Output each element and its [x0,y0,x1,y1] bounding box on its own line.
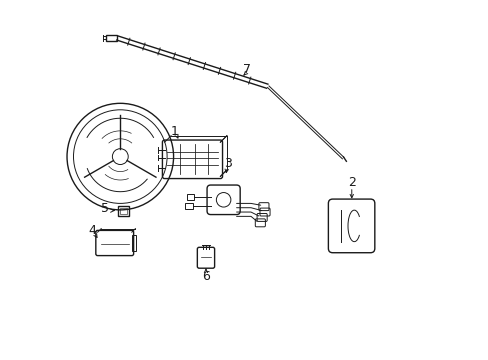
Text: 6: 6 [202,270,209,283]
Text: 5: 5 [101,202,109,215]
Text: 3: 3 [223,157,231,170]
Bar [132,235,136,251]
Bar [106,35,117,41]
Text: 4: 4 [88,224,96,237]
Bar [185,203,193,209]
Text: 2: 2 [347,176,355,189]
Text: 7: 7 [243,63,251,76]
Text: 1: 1 [170,125,178,138]
Bar [186,194,194,200]
Bar [120,208,127,214]
Bar [118,206,129,216]
